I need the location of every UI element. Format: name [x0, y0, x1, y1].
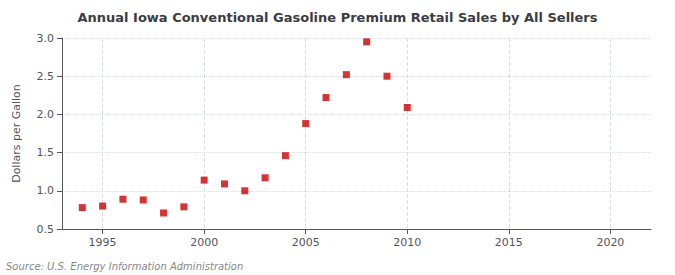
svg-text:0.5: 0.5	[37, 223, 55, 236]
svg-text:1995: 1995	[89, 236, 117, 249]
svg-text:2015: 2015	[495, 236, 523, 249]
svg-text:3.0: 3.0	[37, 32, 55, 45]
svg-text:Dollars per Gallon: Dollars per Gallon	[10, 84, 23, 183]
svg-text:Annual Iowa Conventional Gasol: Annual Iowa Conventional Gasoline Premiu…	[77, 10, 597, 25]
svg-text:Source: U.S. Energy Informatio: Source: U.S. Energy Information Administ…	[6, 261, 243, 272]
svg-text:1.0: 1.0	[37, 184, 55, 197]
svg-text:2005: 2005	[292, 236, 320, 249]
svg-text:2010: 2010	[393, 236, 421, 249]
svg-text:1.5: 1.5	[37, 146, 55, 159]
svg-text:2.5: 2.5	[37, 70, 55, 83]
svg-text:2020: 2020	[596, 236, 624, 249]
svg-text:2000: 2000	[190, 236, 218, 249]
svg-text:2.0: 2.0	[37, 108, 55, 121]
